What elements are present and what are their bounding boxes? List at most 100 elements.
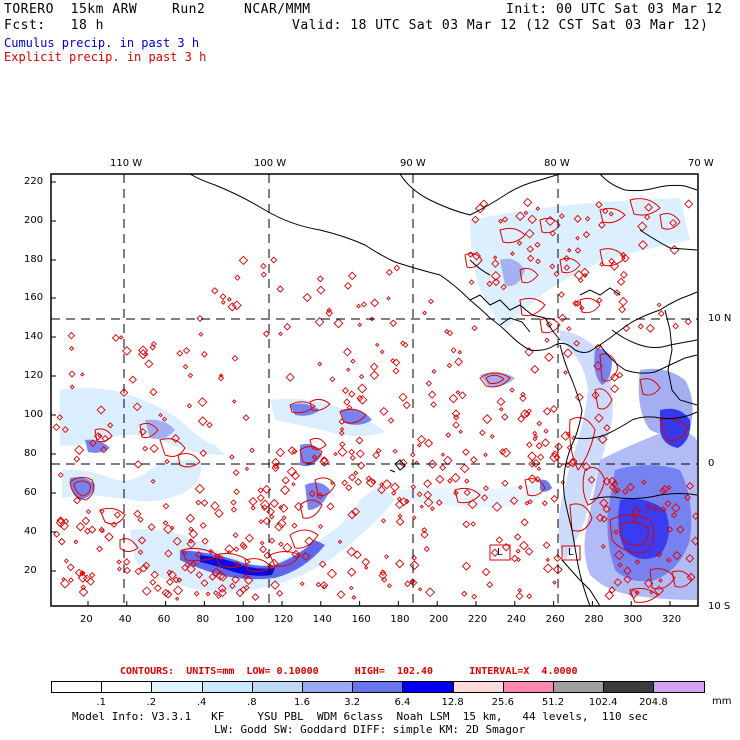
precip-cell [637, 221, 648, 232]
colorbar-label: 51.2 [541, 697, 565, 708]
precip-cell [150, 570, 159, 579]
precip-cell [513, 533, 522, 541]
precip-cell [532, 430, 538, 436]
precip-cell [181, 550, 187, 556]
precip-cell [276, 589, 284, 597]
precip-cell [423, 545, 430, 553]
precip-cell [634, 559, 641, 565]
precip-cell [517, 587, 523, 593]
precip-cell [672, 322, 680, 330]
precip-cell [509, 496, 519, 506]
precip-cell [563, 264, 571, 271]
precip-cell [458, 391, 467, 400]
precip-cell [573, 339, 580, 347]
colorbar-swatch [251, 681, 303, 693]
precip-cell [618, 305, 627, 314]
cumulus-legend: Cumulus precip. in past 3 h [4, 36, 200, 50]
precip-cell [311, 454, 317, 460]
coastlines-borders [189, 174, 698, 606]
precip-cell [543, 428, 549, 434]
precip-cell [218, 572, 228, 582]
precip-cell [518, 485, 523, 490]
precip-cell [299, 581, 305, 587]
precip-cell [425, 587, 436, 598]
precip-cell [205, 591, 211, 597]
precip-cell [563, 255, 570, 262]
precip-cell [486, 581, 494, 589]
lat-label-10n: 10 N [708, 313, 732, 324]
precip-cell [524, 500, 530, 506]
precip-cell [390, 482, 400, 492]
precip-cell [686, 572, 696, 582]
precip-cell [73, 455, 81, 463]
precip-cell [420, 530, 429, 539]
precip-cell [620, 251, 627, 259]
precip-cell [451, 409, 461, 418]
precip-cell [329, 376, 336, 383]
precip-cell [249, 447, 255, 454]
lon-label-100w: 100 W [254, 158, 287, 169]
precip-cell [348, 585, 354, 591]
precip-cell [424, 438, 434, 448]
precip-cell [337, 539, 343, 545]
precip-cell [652, 504, 659, 512]
y-tick-label: 20 [24, 565, 37, 576]
precip-cell [600, 515, 608, 523]
precip-cell [314, 317, 325, 327]
precip-cell [535, 206, 541, 211]
precip-cell [645, 323, 655, 333]
precip-cell [338, 430, 345, 436]
precip-cell [562, 348, 573, 359]
precip-cell [671, 503, 681, 513]
precip-cell [176, 349, 184, 357]
precip-cell [458, 429, 463, 435]
precip-cell [669, 244, 680, 255]
precip-cell [510, 251, 515, 256]
precip-cell [285, 372, 295, 382]
precip-cell [354, 478, 363, 486]
precip-cell [599, 261, 605, 267]
precip-cell [501, 413, 509, 421]
precip-cell [534, 241, 541, 248]
precip-cell [471, 215, 480, 224]
precip-cell [197, 416, 208, 427]
precip-cell [278, 504, 284, 510]
precip-cell [351, 507, 360, 517]
precip-cell [492, 278, 501, 287]
precip-cell [68, 370, 76, 378]
precip-cell [113, 511, 122, 519]
precip-cell [162, 520, 169, 526]
precip-cell [186, 564, 196, 574]
precip-cell [234, 274, 241, 281]
precip-cell [134, 567, 143, 576]
precip-cell [515, 557, 521, 563]
precip-cell [142, 445, 149, 452]
box-marker-right: L [568, 547, 574, 558]
model-name: TORERO 15km ARW [4, 2, 138, 17]
precip-cell [149, 344, 156, 351]
precip-cell [524, 228, 535, 239]
precip-cell [553, 554, 562, 563]
precip-cell [258, 519, 264, 525]
precip-cell [338, 418, 346, 425]
precip-cell [553, 270, 560, 278]
precip-cell [336, 590, 346, 599]
precip-cell [218, 588, 227, 598]
precip-cell [317, 361, 323, 367]
precip-cell [464, 478, 470, 484]
precip-cell [581, 462, 591, 472]
org-label: NCAR/MMM [244, 2, 311, 17]
precip-cell [568, 458, 578, 468]
precip-cell [551, 450, 559, 459]
precip-cell [348, 390, 356, 398]
precip-cell [598, 221, 606, 229]
precip-cell [199, 449, 208, 457]
precip-cell [460, 463, 470, 474]
precip-cell [244, 533, 254, 543]
precip-cell [153, 584, 162, 593]
precip-cell [341, 387, 350, 395]
precip-cell [409, 560, 420, 571]
precip-cell [275, 447, 286, 458]
precip-cell [626, 482, 635, 492]
precip-cell [283, 322, 292, 331]
